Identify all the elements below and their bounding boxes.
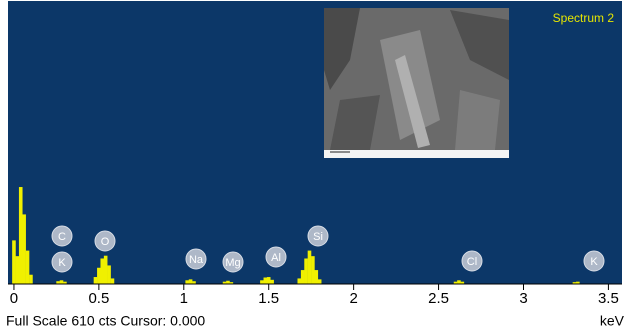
x-tick-label: 3: [519, 290, 527, 307]
peak-label: Mg: [225, 257, 240, 269]
spectrum-bar: [22, 214, 26, 284]
spectrum-title: Spectrum 2: [553, 11, 615, 25]
peak-label: Cl: [467, 256, 477, 268]
spectrum-bar: [26, 251, 30, 284]
peak-label: Al: [271, 252, 281, 264]
footer-status: Full Scale 610 cts Cursor: 0.000: [6, 313, 205, 329]
spectrum-bar: [100, 258, 104, 284]
spectrum-bar: [97, 268, 101, 284]
x-tick-label: 1: [180, 290, 188, 307]
spectrum-bar: [297, 278, 301, 284]
spectrum-bar: [318, 279, 322, 284]
spectrum-bar: [189, 279, 193, 284]
x-tick-label: 1.5: [258, 290, 279, 307]
peak-label: K: [590, 256, 598, 268]
spectrum-bar: [19, 187, 23, 284]
spectrum-bar: [311, 256, 315, 284]
x-tick-label: 0.5: [88, 290, 109, 307]
spectrum-bar: [185, 280, 189, 284]
spectrum-bar: [308, 251, 312, 284]
x-tick-label: 2: [349, 290, 357, 307]
sem-image: [324, 8, 509, 158]
spectrum-bar: [29, 275, 33, 284]
spectrum-bar: [301, 270, 305, 284]
peak-label: Na: [189, 254, 204, 266]
spectrum-bar: [270, 280, 274, 284]
spectrum-bar: [304, 258, 308, 284]
peak-label: K: [58, 257, 66, 269]
spectrum-bar: [60, 280, 64, 284]
x-tick-label: 2.5: [428, 290, 449, 307]
peak-label: Si: [313, 231, 323, 243]
x-tick-label: 0: [10, 290, 18, 307]
spectrum-bar: [94, 277, 98, 284]
spectrum-bar: [457, 280, 461, 284]
peak-label: C: [58, 231, 66, 243]
spectrum-bar: [107, 265, 111, 284]
spectrum-bar: [104, 256, 108, 284]
peak-label: O: [101, 236, 110, 248]
spectrum-bar: [267, 277, 271, 284]
spectrum-bar: [111, 278, 115, 284]
spectrum-bar: [314, 270, 318, 284]
spectrum-chart: Spectrum 2 Full Scale 610 cts Cursor: 0.…: [0, 0, 630, 331]
x-tick-label: 3.5: [598, 290, 619, 307]
spectrum-bar: [260, 280, 264, 284]
x-axis-label: keV: [600, 313, 625, 329]
spectrum-bar: [16, 256, 20, 284]
spectrum-bar: [12, 240, 16, 284]
spectrum-bar: [264, 278, 268, 284]
